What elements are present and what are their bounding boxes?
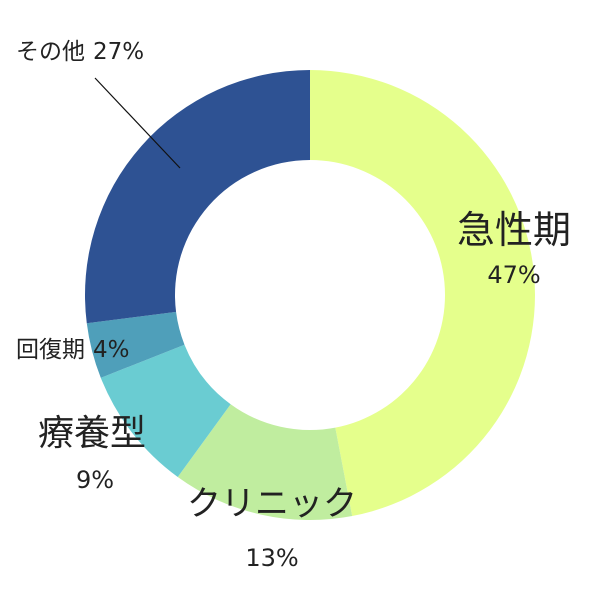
slice-label-name-4: 回復期 [16,337,85,363]
slice-label-value-3: 9% [76,466,114,494]
slice-label-name-2: クリニック [187,484,357,524]
slice-label-value-4: 4% [93,337,130,363]
slice-label-value-2: 13% [245,544,298,572]
donut-slice-2 [177,404,353,520]
donut-slice-1 [310,70,536,517]
leader-line [94,77,181,169]
slice-label-4: 回復期 4% [16,337,130,363]
slice-label-5: その他 27% [16,39,144,65]
slice-label-name-5: その他 [16,39,85,65]
slice-label-value-1: 47% [487,261,540,289]
donut-slice-4 [86,311,185,378]
donut-slice-3 [100,344,231,478]
slice-label-name-3: 療養型 [38,413,146,454]
slice-label-name-1: 急性期 [457,208,571,252]
donut-slice-5 [85,70,310,324]
slice-label-value-5: 27% [93,39,144,65]
